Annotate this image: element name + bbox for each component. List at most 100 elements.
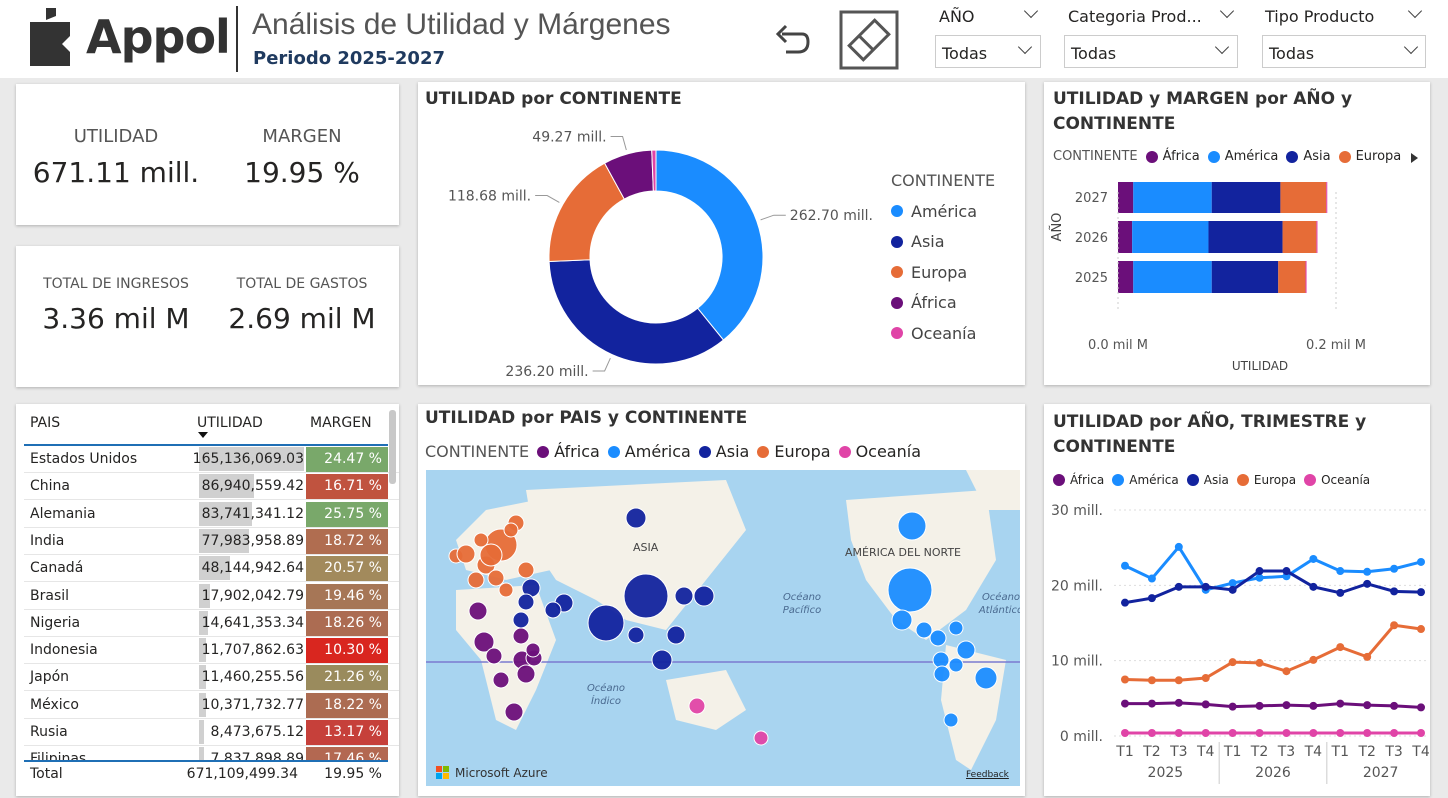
line-point[interactable]	[1282, 701, 1291, 710]
line-point[interactable]	[1174, 676, 1183, 685]
line-point[interactable]	[1228, 585, 1237, 594]
bar-segment[interactable]	[1118, 182, 1134, 213]
line-point[interactable]	[1363, 567, 1372, 576]
filter-year-select[interactable]: Todas	[935, 35, 1041, 68]
table-row[interactable]: Rusia 8,473,675.12 13.17 %	[24, 719, 399, 746]
line-point[interactable]	[1201, 582, 1210, 591]
line-point[interactable]	[1147, 676, 1156, 685]
legend-item[interactable]: Asia	[715, 442, 750, 461]
line-point[interactable]	[1201, 728, 1210, 737]
map-bubble-america[interactable]	[974, 666, 998, 690]
map-bubble-america[interactable]	[887, 567, 933, 613]
line-point[interactable]	[1336, 588, 1345, 597]
line-series-asia[interactable]	[1124, 569, 1422, 605]
map-bubble-asia[interactable]	[674, 586, 694, 606]
filter-type-select[interactable]: Todas	[1262, 35, 1426, 68]
bar-segment[interactable]	[1132, 221, 1209, 253]
line-point[interactable]	[1147, 699, 1156, 708]
line-point[interactable]	[1336, 699, 1345, 708]
map-bubble-asia[interactable]	[627, 626, 645, 644]
bar-segment[interactable]	[1316, 221, 1318, 253]
line-point[interactable]	[1228, 658, 1237, 667]
line-point[interactable]	[1336, 728, 1345, 737]
bar-segment[interactable]	[1326, 182, 1328, 213]
map-bubble-europa[interactable]	[467, 571, 485, 589]
map-bubble-asia[interactable]	[625, 507, 647, 529]
line-point[interactable]	[1174, 582, 1183, 591]
map-bubble-asia[interactable]	[512, 611, 530, 629]
legend-item[interactable]: África	[554, 442, 600, 461]
line-point[interactable]	[1228, 702, 1237, 711]
bar-segment[interactable]	[1133, 182, 1212, 213]
map-bubble-asia[interactable]	[693, 585, 715, 607]
line-point[interactable]	[1201, 700, 1210, 709]
line-point[interactable]	[1147, 728, 1156, 737]
map-bubble-oceania[interactable]	[753, 730, 769, 746]
line-point[interactable]	[1121, 561, 1129, 570]
map-bubble-america[interactable]	[948, 620, 964, 636]
line-point[interactable]	[1147, 574, 1156, 583]
bar-segment[interactable]	[1280, 182, 1327, 213]
bar-segment[interactable]	[1118, 221, 1133, 253]
legend-item[interactable]: Asia	[1303, 149, 1331, 164]
line-point[interactable]	[1417, 728, 1425, 737]
line-point[interactable]	[1336, 567, 1345, 576]
legend-item[interactable]: América	[1224, 149, 1279, 164]
line-point[interactable]	[1121, 728, 1129, 737]
line-point[interactable]	[1417, 588, 1425, 597]
donut-legend-item[interactable]: África	[891, 288, 1021, 319]
table-row[interactable]: Alemania 83,741,341.12 25.75 %	[24, 501, 399, 528]
legend-item[interactable]: Europa	[1355, 149, 1402, 164]
legend-item[interactable]: África	[1070, 473, 1105, 487]
bar-segment[interactable]	[1211, 182, 1281, 213]
map-bubble-europa[interactable]	[473, 532, 489, 548]
line-series-europa[interactable]	[1124, 623, 1422, 682]
bar-segment[interactable]	[1208, 221, 1283, 253]
line-point[interactable]	[1390, 587, 1399, 596]
line-series-áfrica[interactable]	[1125, 701, 1422, 709]
donut-legend-item[interactable]: Asia	[891, 227, 1021, 258]
line-chart[interactable]: 30 mill. 20 mill. 10 mill. 0 mill. T1 T2 T3 T4 T…	[1044, 494, 1430, 792]
undo-icon[interactable]	[772, 20, 812, 60]
map-bubble-africa[interactable]	[512, 627, 530, 645]
map-bubble-america[interactable]	[891, 609, 913, 631]
table-row[interactable]: Japón 11,460,255.56 21.26 %	[24, 664, 399, 692]
line-point[interactable]	[1228, 728, 1237, 737]
map-bubble-europa[interactable]	[456, 544, 476, 564]
line-point[interactable]	[1336, 643, 1345, 652]
line-point[interactable]	[1228, 579, 1237, 588]
donut-legend-item[interactable]: Europa	[891, 257, 1021, 288]
legend-item[interactable]: América	[624, 442, 691, 461]
legend-item[interactable]: Oceanía	[855, 442, 921, 461]
donut-legend-item[interactable]: Oceanía	[891, 318, 1021, 349]
bar-segment[interactable]	[1133, 261, 1212, 293]
legend-item[interactable]: África	[1162, 149, 1200, 164]
map-bubble-europa[interactable]	[479, 543, 503, 567]
line-point[interactable]	[1417, 703, 1425, 712]
eraser-icon[interactable]	[839, 10, 899, 70]
map-bubble-america[interactable]	[915, 621, 933, 639]
line-point[interactable]	[1147, 594, 1156, 603]
line-point[interactable]	[1255, 658, 1264, 667]
chevron-down-icon[interactable]	[1407, 3, 1423, 19]
stacked-bar-chart[interactable]: 2027 2026 2025 AÑO 0.0 mil M 0.2 mil M UTILIDA…	[1044, 182, 1430, 382]
map-bubble-europa[interactable]	[487, 569, 505, 587]
line-point[interactable]	[1121, 699, 1129, 708]
map-bubble-america[interactable]	[929, 629, 947, 647]
legend-next-icon[interactable]	[1410, 152, 1420, 164]
line-point[interactable]	[1282, 567, 1291, 576]
line-point[interactable]	[1390, 728, 1399, 737]
legend-item[interactable]: Europa	[774, 442, 831, 461]
bar-segment[interactable]	[1282, 221, 1317, 253]
table-row[interactable]: Nigeria 14,641,353.34 18.26 %	[24, 610, 399, 637]
line-series-américa[interactable]	[1124, 544, 1422, 592]
table-row[interactable]: Canadá 48,144,942.64 20.57 %	[24, 555, 399, 583]
map-bubble-asia[interactable]	[666, 625, 686, 645]
line-point[interactable]	[1309, 554, 1318, 563]
map-bubble-america[interactable]	[943, 712, 959, 728]
world-map[interactable]: ASIA AMÉRICA DEL NORTE Océano Pacífico O…	[426, 470, 1020, 786]
line-point[interactable]	[1309, 701, 1318, 710]
map-bubble-america[interactable]	[897, 511, 927, 541]
donut-legend-item[interactable]: América	[891, 196, 1021, 227]
line-point[interactable]	[1390, 701, 1399, 710]
